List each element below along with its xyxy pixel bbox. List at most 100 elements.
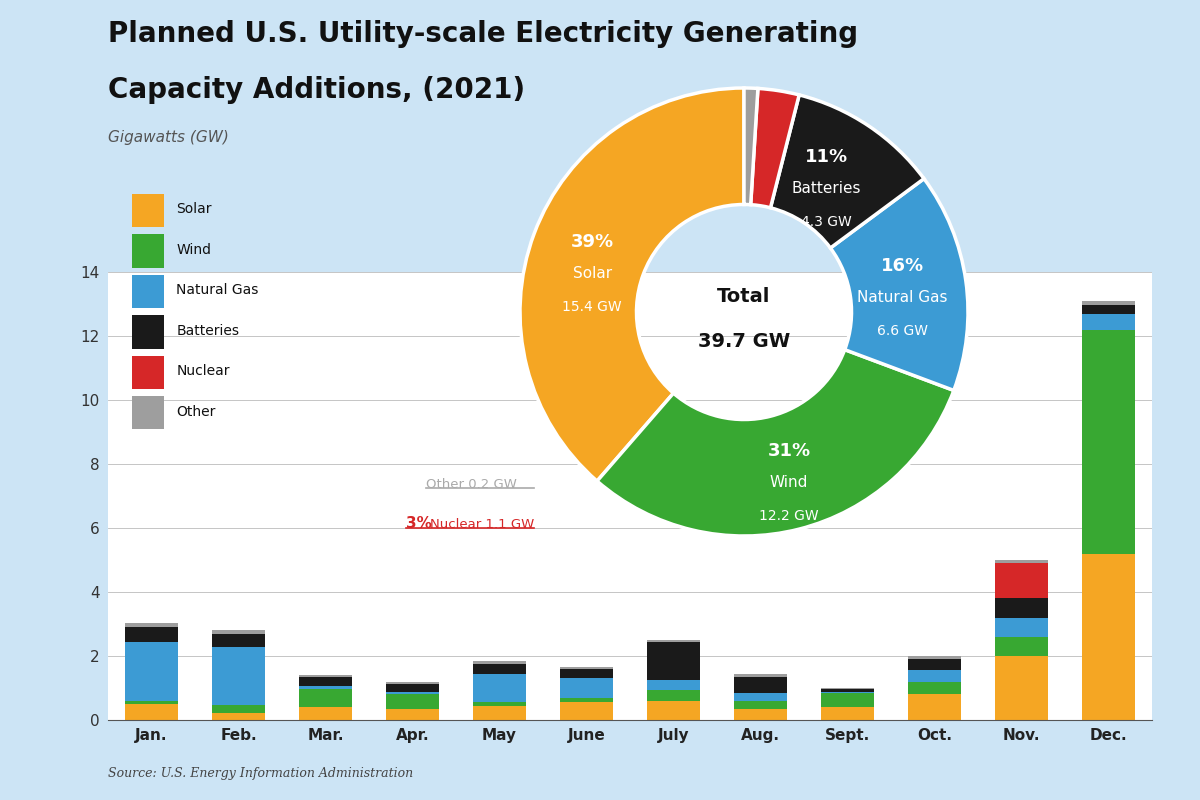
Text: Batteries: Batteries <box>176 324 239 338</box>
Bar <box>733 677 787 693</box>
Bar <box>299 678 353 686</box>
Wedge shape <box>744 88 758 205</box>
Bar <box>559 670 613 678</box>
Bar <box>995 560 1049 563</box>
Text: Solar: Solar <box>176 202 211 216</box>
Bar <box>211 647 265 705</box>
Bar <box>995 618 1049 637</box>
Text: Planned U.S. Utility-scale Electricity Generating: Planned U.S. Utility-scale Electricity G… <box>108 20 858 48</box>
Bar <box>995 656 1049 720</box>
Bar <box>473 664 527 674</box>
Bar <box>385 709 439 720</box>
Bar <box>299 689 353 706</box>
Bar <box>211 713 265 720</box>
Bar <box>473 661 527 664</box>
Bar <box>132 356 164 389</box>
Text: 3%: 3% <box>406 517 432 531</box>
Text: 39%: 39% <box>571 233 614 250</box>
Bar <box>907 656 961 659</box>
Bar <box>125 627 179 642</box>
Text: 12.2 GW: 12.2 GW <box>760 509 818 523</box>
Bar <box>473 674 527 702</box>
Bar <box>821 689 875 691</box>
Bar <box>995 598 1049 618</box>
Bar <box>995 637 1049 656</box>
Bar <box>995 563 1049 598</box>
Bar <box>821 706 875 720</box>
Wedge shape <box>830 178 968 390</box>
Bar <box>559 667 613 670</box>
Bar <box>125 704 179 720</box>
Bar <box>385 682 439 684</box>
Bar <box>821 691 875 693</box>
Text: Wind: Wind <box>770 475 808 490</box>
Bar <box>132 275 164 308</box>
Bar <box>1081 301 1135 305</box>
Text: Solar: Solar <box>572 266 612 281</box>
Bar <box>1081 330 1135 554</box>
Bar <box>473 702 527 706</box>
Bar <box>647 690 701 701</box>
Bar <box>559 698 613 702</box>
Bar <box>907 659 961 670</box>
Bar <box>299 686 353 689</box>
Bar <box>647 640 701 642</box>
Text: Total: Total <box>718 287 770 306</box>
Bar <box>907 694 961 720</box>
Text: Batteries: Batteries <box>791 182 860 196</box>
Wedge shape <box>770 95 924 248</box>
Bar <box>125 623 179 627</box>
Text: Gigawatts (GW): Gigawatts (GW) <box>108 130 229 145</box>
Text: Other 0.2 GW: Other 0.2 GW <box>426 478 517 490</box>
Bar <box>821 693 875 706</box>
Text: Wind: Wind <box>176 242 211 257</box>
Bar <box>733 674 787 677</box>
Text: 4.3 GW: 4.3 GW <box>800 215 852 230</box>
Text: 16%: 16% <box>881 257 924 275</box>
Text: Nuclear: Nuclear <box>176 364 229 378</box>
Bar <box>132 194 164 227</box>
Bar <box>733 693 787 701</box>
Text: 31%: 31% <box>768 442 810 460</box>
Bar <box>132 396 164 430</box>
Bar <box>132 315 164 349</box>
Bar <box>559 702 613 720</box>
Bar <box>132 234 164 268</box>
Bar <box>1081 305 1135 314</box>
Text: 15.4 GW: 15.4 GW <box>563 300 622 314</box>
Bar <box>733 709 787 720</box>
Bar <box>733 701 787 709</box>
Bar <box>907 682 961 694</box>
Text: 6.6 GW: 6.6 GW <box>877 324 928 338</box>
Bar <box>907 670 961 682</box>
Bar <box>559 678 613 698</box>
Wedge shape <box>520 88 744 481</box>
Bar <box>125 642 179 701</box>
Bar <box>385 694 439 709</box>
Bar <box>821 688 875 689</box>
Bar <box>211 634 265 647</box>
Text: Source: U.S. Energy Information Administration: Source: U.S. Energy Information Administ… <box>108 767 413 780</box>
Bar <box>647 680 701 690</box>
Bar <box>647 642 701 680</box>
Bar <box>125 701 179 704</box>
Text: Capacity Additions, (2021): Capacity Additions, (2021) <box>108 76 526 104</box>
Wedge shape <box>751 89 799 208</box>
Text: Nuclear 1.1 GW: Nuclear 1.1 GW <box>430 518 534 530</box>
Bar <box>647 701 701 720</box>
Text: Other: Other <box>176 405 216 418</box>
Bar <box>473 706 527 720</box>
Bar <box>385 684 439 692</box>
Wedge shape <box>598 350 954 536</box>
Bar <box>211 705 265 713</box>
Text: 11%: 11% <box>804 149 847 166</box>
Bar <box>385 692 439 694</box>
Text: Natural Gas: Natural Gas <box>857 290 948 305</box>
Bar <box>1081 314 1135 330</box>
Bar <box>1081 554 1135 720</box>
Text: 39.7 GW: 39.7 GW <box>698 332 790 350</box>
Bar <box>299 706 353 720</box>
Bar <box>211 630 265 634</box>
Bar <box>299 675 353 678</box>
Text: Natural Gas: Natural Gas <box>176 283 258 297</box>
